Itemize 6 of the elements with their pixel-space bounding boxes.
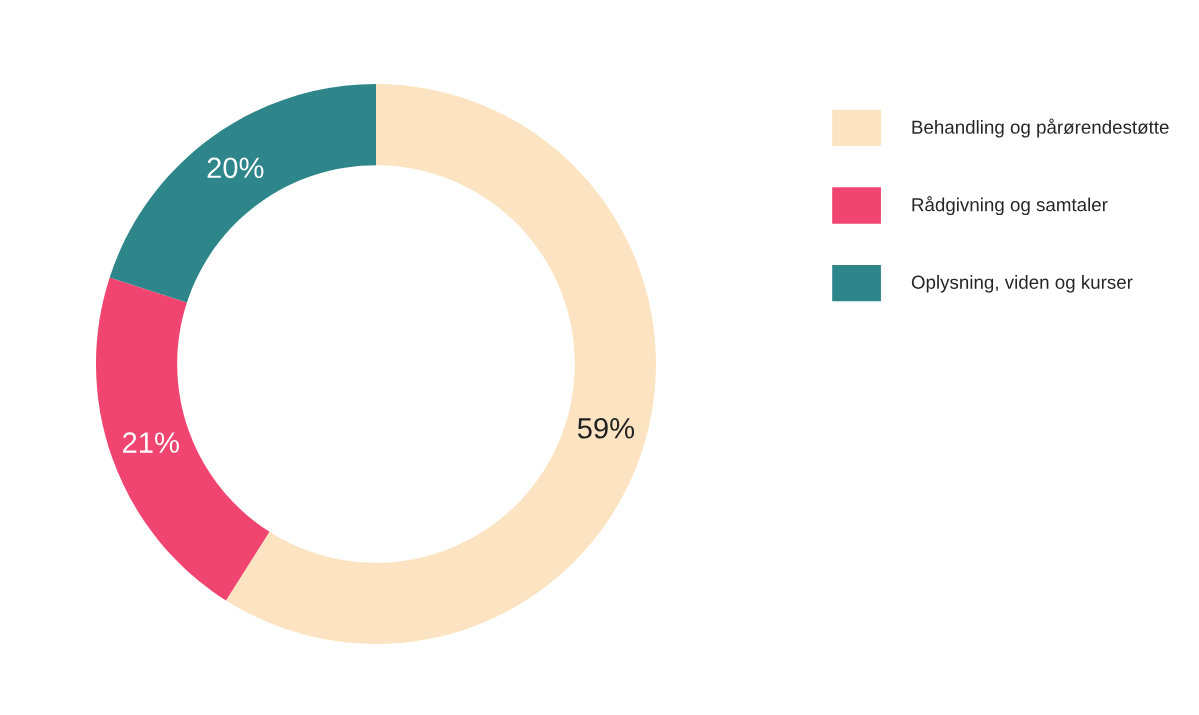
legend-label: Rådgivning og samtaler [912,196,1108,216]
legend-label: Behandling og pårørendestøtte [912,118,1169,138]
data-label: 59% [577,417,635,439]
data-label: 20% [207,157,264,179]
data-label: 21% [123,432,179,453]
legend-label: Oplysning, viden og kurser [911,275,1133,293]
